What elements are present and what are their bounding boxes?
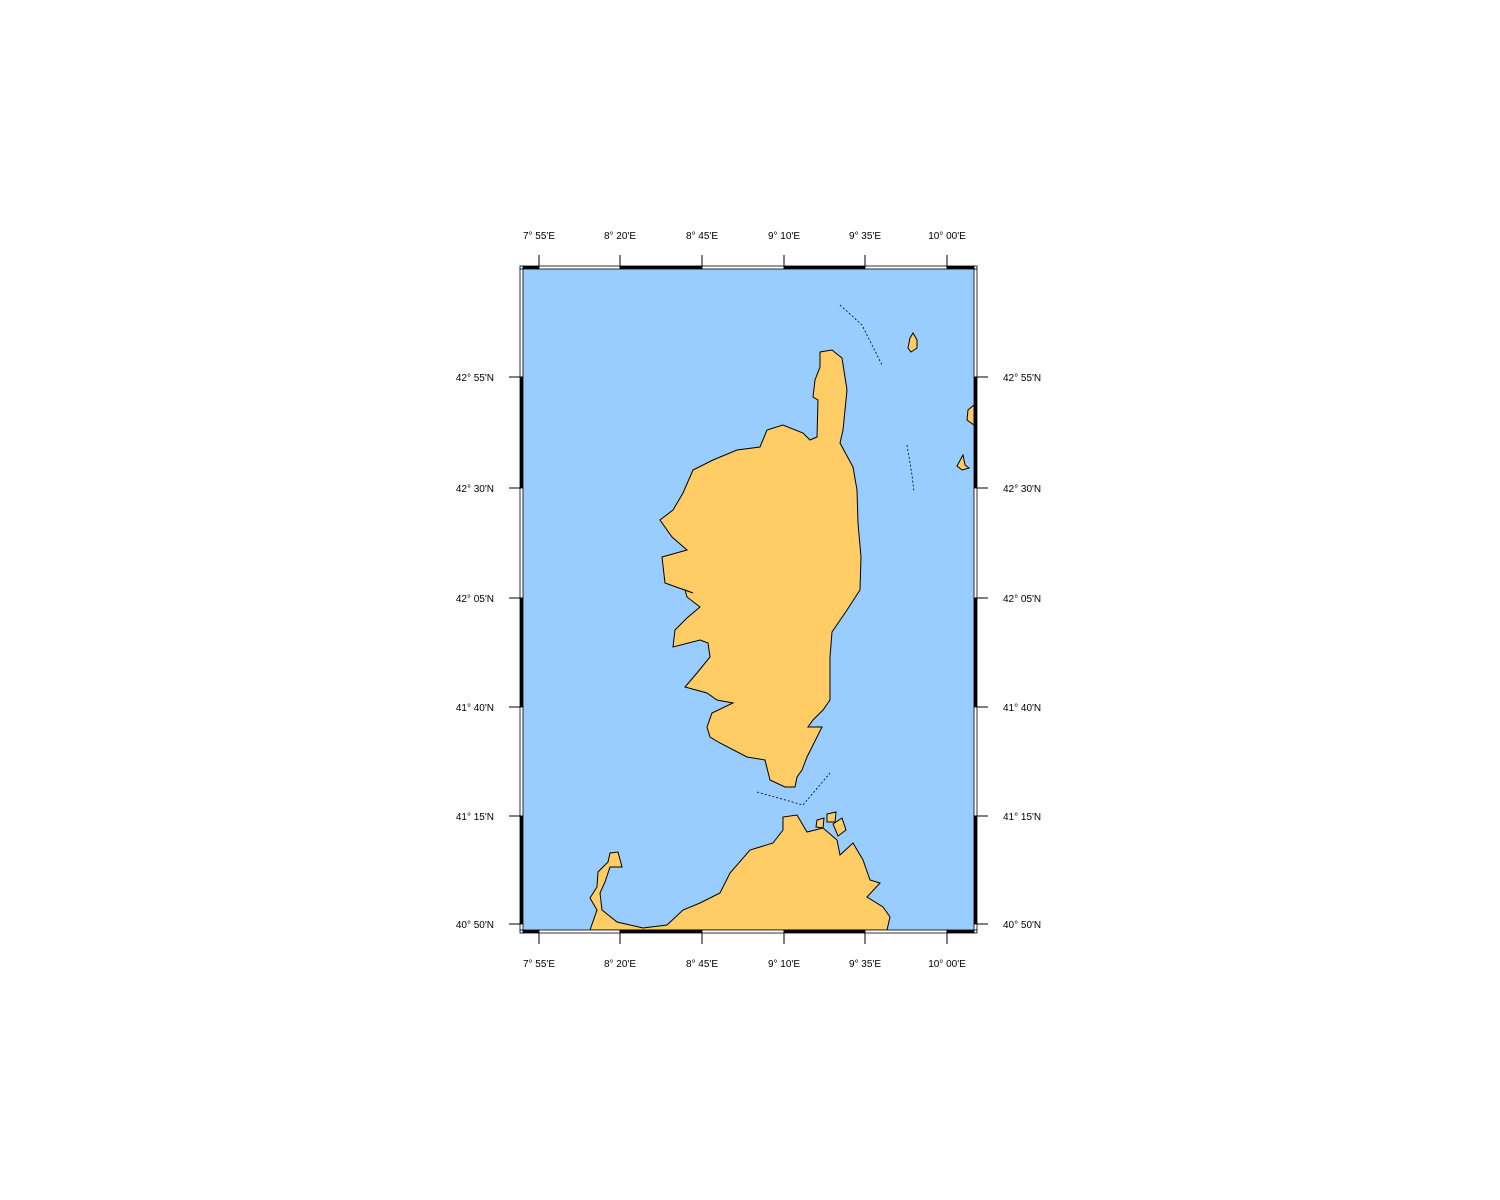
lat-label-right: 42° 30'N xyxy=(1003,484,1041,495)
frame-corner xyxy=(973,929,978,934)
corsica xyxy=(659,349,862,788)
frame-corner xyxy=(519,929,524,934)
frame-corner xyxy=(519,265,524,270)
lat-label-left: 42° 30'N xyxy=(456,484,494,495)
frame-segment-bottom xyxy=(619,929,703,934)
frame-segment-right xyxy=(973,268,978,378)
frame-segment-right xyxy=(973,923,978,931)
lon-label-bottom: 7° 55'E xyxy=(523,959,555,970)
lat-label-right: 41° 40'N xyxy=(1003,703,1041,714)
frame-corner xyxy=(973,265,978,270)
island-pianosa xyxy=(956,453,971,471)
frame-segment-bottom xyxy=(783,929,866,934)
frame-segment-top xyxy=(522,265,540,270)
frame-segment-left xyxy=(519,923,524,931)
boundary-east xyxy=(906,444,915,493)
frame-segment-bottom xyxy=(538,929,621,934)
map-frame xyxy=(509,255,988,944)
lat-label-right: 40° 50'N xyxy=(1003,920,1041,931)
lon-label-top: 9° 35'E xyxy=(849,231,881,242)
lat-label-left: 42° 05'N xyxy=(456,594,494,605)
frame-segment-top xyxy=(619,265,703,270)
sardinia xyxy=(589,814,891,931)
frame-segment-bottom xyxy=(701,929,785,934)
lat-label-left: 40° 50'N xyxy=(456,920,494,931)
frame-segment-left xyxy=(519,815,524,925)
frame-segment-left xyxy=(519,268,524,378)
lon-label-top: 7° 55'E xyxy=(523,231,555,242)
lon-label-bottom: 9° 10'E xyxy=(768,959,800,970)
island-maddalena-2 xyxy=(832,817,847,837)
axis-labels: 7° 55'E 8° 20'E 8° 45'E 9° 10'E 9° 35'E … xyxy=(456,231,1041,970)
lon-label-top: 9° 10'E xyxy=(768,231,800,242)
frame-segment-right xyxy=(973,376,978,489)
frame-segment-bottom xyxy=(946,929,975,934)
lon-label-top: 8° 45'E xyxy=(686,231,718,242)
lat-label-left: 42° 55'N xyxy=(456,373,494,384)
island-maddalena-3 xyxy=(815,817,825,829)
frame-segment-top xyxy=(783,265,866,270)
frame-segment-left xyxy=(519,487,524,599)
frame-segment-bottom xyxy=(864,929,948,934)
lon-label-bottom: 8° 45'E xyxy=(686,959,718,970)
lon-label-bottom: 10° 00'E xyxy=(928,959,966,970)
frame-segment-right xyxy=(973,815,978,925)
frame-segment-left xyxy=(519,706,524,817)
lat-label-right: 41° 15'N xyxy=(1003,812,1041,823)
lon-label-bottom: 8° 20'E xyxy=(604,959,636,970)
lat-label-right: 42° 05'N xyxy=(1003,594,1041,605)
island-capraia xyxy=(907,332,918,353)
boundary-north xyxy=(839,304,883,366)
frame-segment-top xyxy=(538,265,621,270)
frame-segment-top xyxy=(701,265,785,270)
lon-label-top: 8° 20'E xyxy=(604,231,636,242)
frame-segment-top xyxy=(946,265,975,270)
lat-label-left: 41° 40'N xyxy=(456,703,494,714)
frame-segment-left xyxy=(519,376,524,489)
frame-segment-right xyxy=(973,597,978,708)
frame-segment-top xyxy=(864,265,948,270)
frame-segment-left xyxy=(519,597,524,708)
island-maddalena-1 xyxy=(826,811,837,823)
maritime-boundaries xyxy=(756,304,915,806)
frame-segment-bottom xyxy=(522,929,540,934)
frame-segment-right xyxy=(973,487,978,599)
lon-label-bottom: 9° 35'E xyxy=(849,959,881,970)
lat-label-left: 41° 15'N xyxy=(456,812,494,823)
lat-label-right: 42° 55'N xyxy=(1003,373,1041,384)
lon-label-top: 10° 00'E xyxy=(928,231,966,242)
frame-segment-right xyxy=(973,706,978,817)
